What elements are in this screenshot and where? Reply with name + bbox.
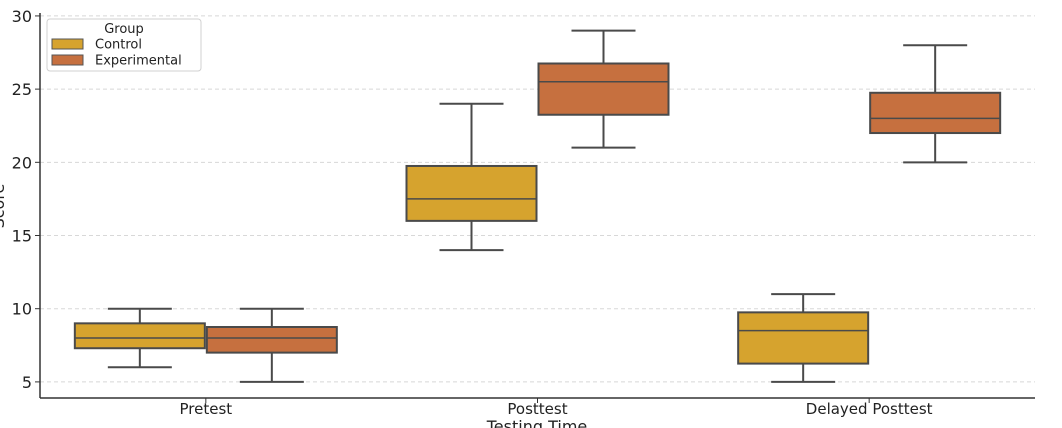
box-control xyxy=(737,311,870,365)
y-tick-label: 10 xyxy=(12,300,32,319)
legend xyxy=(46,18,202,72)
y-tick-label: 25 xyxy=(12,80,32,99)
box-experimental xyxy=(537,62,670,116)
box-experimental xyxy=(205,326,338,354)
legend-label: Control xyxy=(95,38,142,53)
x-tick-label: Posttest xyxy=(507,400,567,418)
box-control xyxy=(73,322,206,350)
x-axis-label: Testing Time xyxy=(486,417,588,428)
y-tick-label: 15 xyxy=(12,227,32,246)
legend-swatch xyxy=(51,54,84,66)
y-axis-label: Score xyxy=(0,184,8,229)
legend-swatch xyxy=(51,38,84,50)
box-control xyxy=(405,164,538,222)
box-experimental xyxy=(869,91,1002,135)
y-tick-label: 20 xyxy=(12,153,32,172)
y-tick-label: 30 xyxy=(12,7,32,26)
y-tick-label: 5 xyxy=(22,373,32,392)
x-tick-label: Delayed Posttest xyxy=(806,400,933,418)
legend-label: Experimental xyxy=(95,54,182,69)
legend-title: Group xyxy=(104,22,144,37)
x-tick-label: Pretest xyxy=(180,400,233,418)
